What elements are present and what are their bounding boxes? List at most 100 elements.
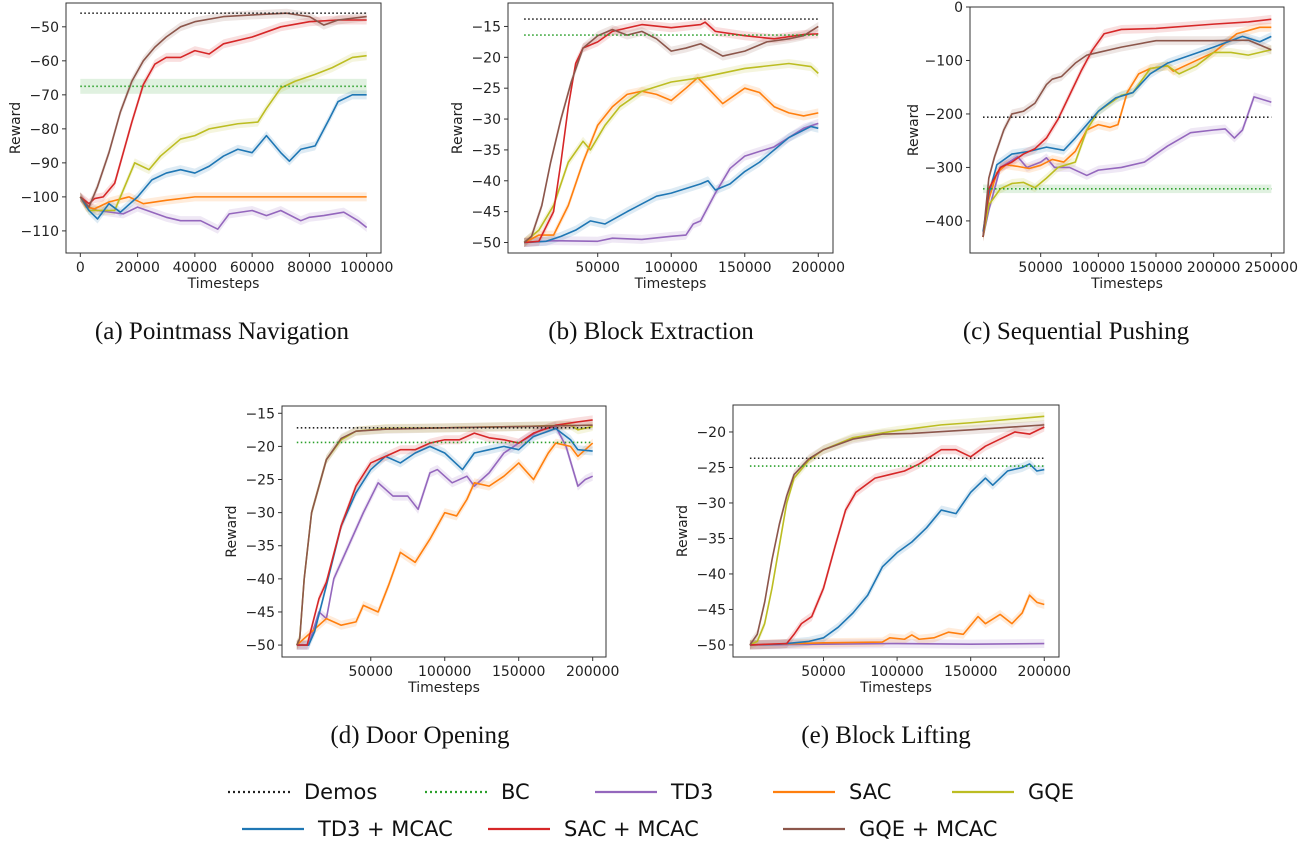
x-tick-label: 100000 <box>645 260 698 276</box>
legend-swatch <box>425 790 487 794</box>
band-sac-mcac <box>524 17 819 248</box>
y-tick-label: −35 <box>471 143 501 159</box>
subplot-b: 50000 100000 150000 200000 −50 −45 −40 −35 −30 −2… <box>450 2 845 292</box>
y-tick-label: −35 <box>696 531 726 547</box>
x-tick-label: 50000 <box>801 664 846 680</box>
series-line-gqe <box>982 49 1272 238</box>
y-tick-label: −100 <box>21 190 59 206</box>
y-tick-label: −300 <box>925 160 963 176</box>
x-tick-label: 80000 <box>287 260 332 276</box>
legend-label: BC <box>501 780 530 804</box>
y-tick-label: −60 <box>29 54 59 70</box>
axes-frame <box>65 2 382 254</box>
legend-item-td3-mcac: TD3 + MCAC <box>242 817 453 841</box>
y-tick-label: −50 <box>245 638 275 654</box>
band-gqe-mcac <box>80 8 367 212</box>
band-td3 <box>80 192 367 234</box>
legend-swatch <box>595 790 657 794</box>
x-tick-label: 100000 <box>340 260 393 276</box>
legend-swatch <box>773 790 835 794</box>
subplot-a: 0 20000 40000 60000 80000 100000 −110 −100 −90 −8… <box>8 2 393 292</box>
y-tick-label: −25 <box>696 460 726 476</box>
x-tick-label: 150000 <box>1129 260 1182 276</box>
y-tick-label: −25 <box>471 81 501 97</box>
axes-frame <box>732 404 1060 658</box>
series-line-gqe-mcac <box>79 12 367 208</box>
legend-swatch <box>488 827 550 831</box>
x-tick-label: 200000 <box>792 260 845 276</box>
caption-d: (d) Door Opening <box>330 722 510 749</box>
series-line-gqe <box>79 54 367 212</box>
subplot-c: 50000 100000 150000 200000 250000 −400 −300 −20… <box>906 0 1298 292</box>
y-tick-label: 0 <box>954 0 963 16</box>
band-gqe-mcac <box>983 35 1272 242</box>
legend-swatch <box>783 827 845 831</box>
series-line-gqe <box>296 424 593 646</box>
y-tick-label: −45 <box>471 205 501 221</box>
y-tick-label: −20 <box>471 50 501 66</box>
caption-e: (e) Block Lifting <box>801 722 971 749</box>
series-line-sac-mcac <box>982 18 1272 238</box>
axes-frame <box>969 6 1285 254</box>
x-axis-label: Timesteps <box>407 680 480 696</box>
y-tick-label: −25 <box>245 473 275 489</box>
y-tick-label: −400 <box>925 214 963 230</box>
series-line-td3 <box>296 425 594 646</box>
subplot-e: 50000 100000 150000 200000 −50 −45 −40 −35 −30 −2… <box>675 404 1071 696</box>
y-tick-label: −40 <box>245 572 275 588</box>
y-tick-label: −40 <box>696 567 726 583</box>
series-line-sac <box>982 26 1272 238</box>
series-line-td3-mcac <box>296 427 593 646</box>
plot-area <box>296 415 594 650</box>
x-tick-label: 40000 <box>173 260 218 276</box>
series-line-gqe-mcac <box>523 25 819 244</box>
y-tick-label: −40 <box>471 174 501 190</box>
subplot-d: 50000 100000 150000 200000 −50 −45 −40 −35 −30 −2… <box>224 405 619 696</box>
legend-swatch <box>952 790 1014 794</box>
y-tick-label: −45 <box>245 605 275 621</box>
x-tick-label: 20000 <box>115 260 160 276</box>
x-axis-label: Timesteps <box>634 276 707 292</box>
series-line-gqe-mcac <box>749 424 1045 646</box>
y-tick-label: −110 <box>21 224 59 240</box>
axes-frame <box>281 405 607 658</box>
axes-frame <box>507 2 834 254</box>
x-tick-label: 50000 <box>1018 260 1063 276</box>
y-tick-label: −30 <box>245 506 275 522</box>
legend-item-gqe: GQE <box>952 780 1074 804</box>
x-axis-label: Timesteps <box>187 276 260 292</box>
series-line-sac <box>749 594 1045 646</box>
y-axis-label: Reward <box>224 505 240 557</box>
x-axis-label: Timesteps <box>1090 276 1163 292</box>
x-tick-label: 150000 <box>492 664 545 680</box>
x-tick-label: 50000 <box>575 260 620 276</box>
caption-b: (b) Block Extraction <box>548 318 754 345</box>
y-axis-label: Reward <box>450 102 466 154</box>
series-line-gqe <box>523 62 819 244</box>
series-line-sac-mcac <box>79 19 367 205</box>
legend-swatch <box>228 790 290 794</box>
legend-label: Demos <box>304 780 378 804</box>
band-gqe-mcac <box>524 21 819 248</box>
legend-item-sac: SAC <box>773 780 891 804</box>
band-td3-mcac <box>749 459 1045 650</box>
legend-label: TD3 <box>671 780 714 804</box>
series-line-sac <box>523 76 819 244</box>
plot-area <box>982 14 1272 242</box>
x-tick-label: 150000 <box>718 260 771 276</box>
legend-label: TD3 + MCAC <box>318 817 453 841</box>
series-line-gqe-mcac <box>982 39 1272 238</box>
y-tick-label: −70 <box>29 88 59 104</box>
y-tick-label: −45 <box>696 602 726 618</box>
series-line-sac <box>296 442 594 646</box>
legend-label: SAC <box>849 780 892 804</box>
series-line-td3 <box>982 96 1272 238</box>
y-tick-label: −30 <box>471 112 501 128</box>
band-td3-mcac <box>524 121 819 248</box>
legend-item-sac-mcac: SAC + MCAC <box>488 817 699 841</box>
x-tick-label: 100000 <box>870 664 923 680</box>
y-tick-label: −50 <box>696 638 726 654</box>
band-gqe <box>983 45 1272 242</box>
y-axis-label: Reward <box>675 505 691 557</box>
x-tick-label: 150000 <box>944 664 997 680</box>
